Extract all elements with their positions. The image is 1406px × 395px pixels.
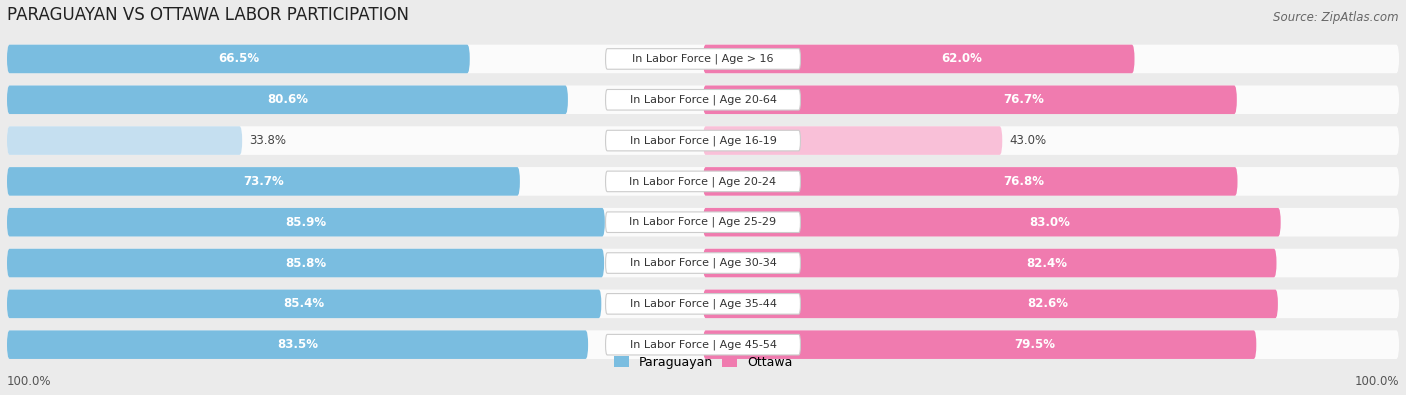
FancyBboxPatch shape	[7, 45, 1399, 73]
FancyBboxPatch shape	[606, 171, 800, 192]
FancyBboxPatch shape	[7, 330, 588, 359]
FancyBboxPatch shape	[7, 167, 520, 196]
FancyBboxPatch shape	[703, 126, 1002, 155]
Text: 80.6%: 80.6%	[267, 93, 308, 106]
FancyBboxPatch shape	[7, 45, 470, 73]
FancyBboxPatch shape	[703, 167, 1237, 196]
Text: In Labor Force | Age 25-29: In Labor Force | Age 25-29	[630, 217, 776, 228]
Text: 100.0%: 100.0%	[1354, 375, 1399, 388]
FancyBboxPatch shape	[703, 330, 1257, 359]
Legend: Paraguayan, Ottawa: Paraguayan, Ottawa	[609, 351, 797, 374]
Text: 82.4%: 82.4%	[1026, 256, 1067, 269]
Text: 33.8%: 33.8%	[249, 134, 287, 147]
FancyBboxPatch shape	[703, 208, 1281, 237]
FancyBboxPatch shape	[703, 290, 1278, 318]
FancyBboxPatch shape	[7, 249, 1399, 277]
Text: 82.6%: 82.6%	[1028, 297, 1069, 310]
Text: 85.9%: 85.9%	[285, 216, 326, 229]
Text: 85.8%: 85.8%	[285, 256, 326, 269]
Text: In Labor Force | Age 30-34: In Labor Force | Age 30-34	[630, 258, 776, 268]
Text: In Labor Force | Age 20-64: In Labor Force | Age 20-64	[630, 94, 776, 105]
Text: 100.0%: 100.0%	[7, 375, 52, 388]
Text: 62.0%: 62.0%	[942, 53, 983, 66]
FancyBboxPatch shape	[7, 208, 605, 237]
Text: In Labor Force | Age 20-24: In Labor Force | Age 20-24	[630, 176, 776, 187]
Text: In Labor Force | Age 35-44: In Labor Force | Age 35-44	[630, 299, 776, 309]
Text: 66.5%: 66.5%	[218, 53, 259, 66]
Text: In Labor Force | Age > 16: In Labor Force | Age > 16	[633, 54, 773, 64]
Text: 83.5%: 83.5%	[277, 338, 318, 351]
FancyBboxPatch shape	[7, 167, 1399, 196]
Text: In Labor Force | Age 45-54: In Labor Force | Age 45-54	[630, 339, 776, 350]
FancyBboxPatch shape	[7, 290, 602, 318]
FancyBboxPatch shape	[606, 90, 800, 110]
FancyBboxPatch shape	[7, 126, 1399, 155]
FancyBboxPatch shape	[606, 253, 800, 273]
FancyBboxPatch shape	[7, 249, 605, 277]
FancyBboxPatch shape	[606, 335, 800, 355]
Text: 79.5%: 79.5%	[1015, 338, 1056, 351]
FancyBboxPatch shape	[703, 85, 1237, 114]
Text: PARAGUAYAN VS OTTAWA LABOR PARTICIPATION: PARAGUAYAN VS OTTAWA LABOR PARTICIPATION	[7, 6, 409, 24]
Text: 76.8%: 76.8%	[1004, 175, 1045, 188]
Text: 83.0%: 83.0%	[1029, 216, 1070, 229]
FancyBboxPatch shape	[606, 293, 800, 314]
FancyBboxPatch shape	[7, 126, 242, 155]
Text: In Labor Force | Age 16-19: In Labor Force | Age 16-19	[630, 135, 776, 146]
Text: 43.0%: 43.0%	[1010, 134, 1046, 147]
FancyBboxPatch shape	[606, 212, 800, 233]
FancyBboxPatch shape	[7, 330, 1399, 359]
FancyBboxPatch shape	[7, 85, 1399, 114]
FancyBboxPatch shape	[7, 290, 1399, 318]
FancyBboxPatch shape	[703, 45, 1135, 73]
Text: Source: ZipAtlas.com: Source: ZipAtlas.com	[1274, 11, 1399, 24]
Text: 76.7%: 76.7%	[1002, 93, 1043, 106]
FancyBboxPatch shape	[703, 249, 1277, 277]
FancyBboxPatch shape	[606, 130, 800, 151]
FancyBboxPatch shape	[7, 85, 568, 114]
FancyBboxPatch shape	[7, 208, 1399, 237]
Text: 85.4%: 85.4%	[284, 297, 325, 310]
Text: 73.7%: 73.7%	[243, 175, 284, 188]
FancyBboxPatch shape	[606, 49, 800, 69]
